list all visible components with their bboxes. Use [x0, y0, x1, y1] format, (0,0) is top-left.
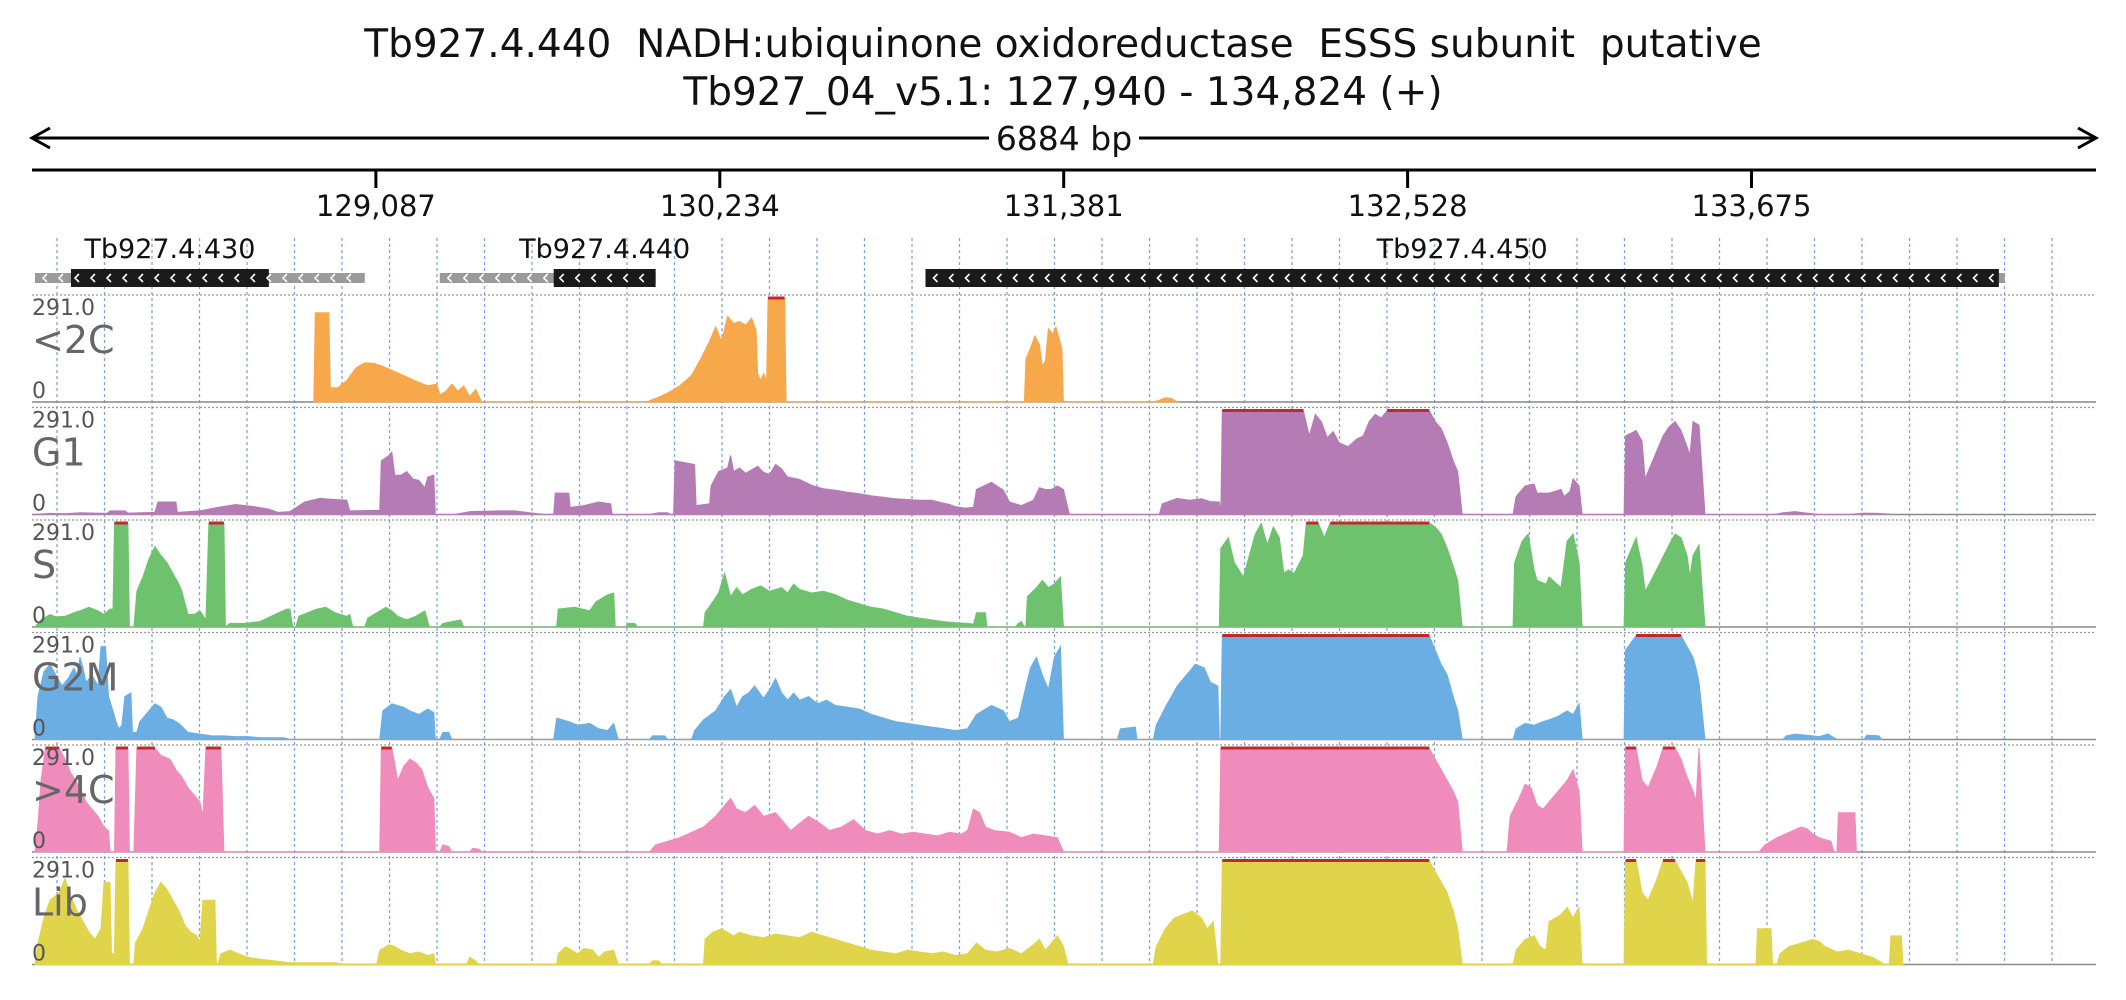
- y-max-label: 291.0: [32, 634, 95, 659]
- track-4C[interactable]: 291.0 0 >4C: [32, 744, 2096, 854]
- strand-chevron-icon: [932, 273, 1995, 283]
- strand-chevron-icon: [446, 273, 645, 283]
- arrow-right-icon: [2077, 126, 2100, 150]
- gene-label: Tb927.4.450: [1376, 234, 1548, 265]
- coverage-area: [34, 747, 1857, 853]
- strand-chevron-icon: [41, 273, 352, 283]
- track-name: >4C: [32, 768, 115, 812]
- gene-track[interactable]: Tb927.4.430 Tb927.4.440 Tb927.4.450: [34, 234, 2005, 287]
- track-G1[interactable]: 291.0 0 G1: [32, 406, 2096, 517]
- y-max-label: 291.0: [32, 746, 95, 771]
- track-name: S: [32, 543, 56, 587]
- coverage-area: [33, 522, 1706, 629]
- x-tick-label: 130,234: [660, 189, 780, 223]
- x-axis: 129,087 130,234 131,381 132,528 133,675: [32, 168, 2096, 223]
- y-min-label: 0: [32, 829, 46, 854]
- y-max-label: 291.0: [32, 859, 95, 884]
- y-min-label: 0: [32, 604, 46, 629]
- y-min-label: 0: [32, 379, 46, 404]
- coverage-area: [313, 297, 1180, 403]
- x-tick-label: 133,675: [1692, 189, 1812, 223]
- x-tick-label: 129,087: [316, 189, 436, 223]
- track-Lib[interactable]: 291.0 0 Lib: [32, 856, 2096, 967]
- y-min-label: 0: [32, 942, 46, 967]
- coverage-area: [34, 410, 1894, 515]
- track-G2M[interactable]: 291.0 0 G2M: [32, 631, 2096, 742]
- gene-Tb927-4-450[interactable]: Tb927.4.450: [925, 234, 2005, 287]
- track-name: G1: [32, 431, 86, 475]
- track-name: <2C: [32, 318, 115, 362]
- gene-title: Tb927.4.440 NADH:ubiquinone oxidoreducta…: [364, 22, 1762, 67]
- track-S[interactable]: 291.0 0 S: [32, 519, 2096, 629]
- y-max-label: 291.0: [32, 296, 95, 321]
- gene-label: Tb927.4.430: [83, 234, 255, 265]
- coverage-area: [34, 635, 1883, 740]
- x-tick-label: 132,528: [1348, 189, 1468, 223]
- y-min-label: 0: [32, 492, 46, 517]
- y-min-label: 0: [32, 717, 46, 742]
- track-2C[interactable]: 291.0 0 <2C: [32, 294, 2096, 404]
- region-subtitle: Tb927_04_v5.1: 127,940 - 134,824 (+): [683, 70, 1443, 115]
- gene-Tb927-4-430[interactable]: Tb927.4.430: [34, 234, 365, 287]
- gene-label: Tb927.4.440: [518, 234, 690, 265]
- track-name: Lib: [32, 881, 88, 925]
- span-label: 6884 bp: [996, 119, 1132, 158]
- track-name: G2M: [32, 656, 118, 700]
- arrow-left-icon: [28, 126, 51, 150]
- gene-utr: [439, 273, 656, 283]
- span-ruler: 6884 bp: [28, 119, 2100, 158]
- coverage-area: [34, 860, 1904, 965]
- y-max-label: 291.0: [32, 409, 95, 434]
- y-max-label: 291.0: [32, 521, 95, 546]
- gene-Tb927-4-440[interactable]: Tb927.4.440: [439, 234, 690, 287]
- x-tick-label: 131,381: [1004, 189, 1124, 223]
